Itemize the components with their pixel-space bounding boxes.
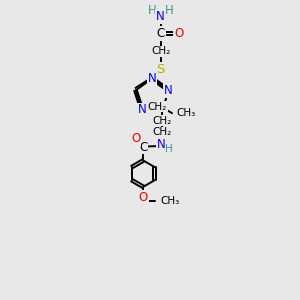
Text: O: O (139, 191, 148, 204)
Text: H: H (148, 4, 157, 17)
Text: C: C (139, 141, 147, 154)
Text: CH₃: CH₃ (177, 108, 196, 118)
Text: O: O (131, 132, 140, 145)
Text: O: O (174, 27, 183, 40)
Text: N: N (137, 103, 146, 116)
Text: N: N (148, 72, 157, 85)
Text: N: N (164, 84, 173, 97)
Text: H: H (165, 4, 173, 17)
Text: N: N (157, 139, 166, 152)
Text: CH₂: CH₂ (153, 116, 172, 126)
Text: H: H (165, 144, 173, 154)
Text: CH₃: CH₃ (160, 196, 179, 206)
Text: N: N (156, 10, 165, 23)
Text: S: S (156, 63, 165, 76)
Text: CH₂: CH₂ (148, 102, 167, 112)
Text: C: C (157, 27, 165, 40)
Text: CH₂: CH₂ (151, 46, 170, 56)
Text: CH₂: CH₂ (153, 127, 172, 137)
